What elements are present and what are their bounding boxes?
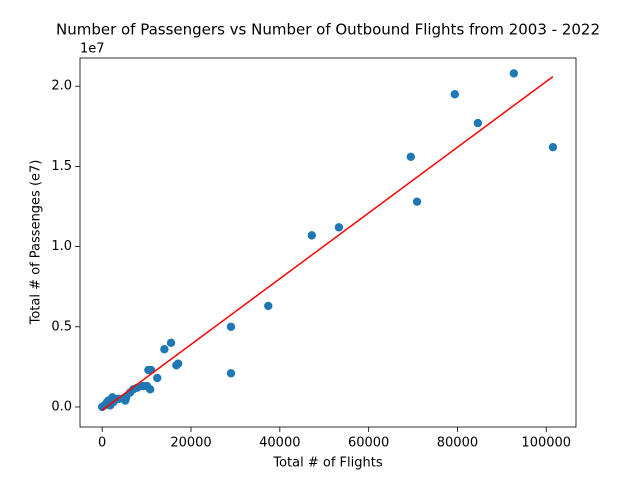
y-tick-label: 1.0 xyxy=(51,239,72,254)
point xyxy=(412,197,422,206)
y-tick-label: 1.5 xyxy=(51,159,72,174)
point xyxy=(153,373,162,383)
point xyxy=(548,142,558,152)
y-offset-label: 1e7 xyxy=(80,42,105,57)
point xyxy=(473,118,483,128)
y-tick-label: 0.0 xyxy=(51,399,72,414)
point xyxy=(450,90,459,99)
point xyxy=(172,361,181,370)
x-tick-label: 40000 xyxy=(259,436,300,451)
y-tick-label: 2.0 xyxy=(51,79,72,94)
point xyxy=(264,301,273,311)
point xyxy=(334,223,344,232)
point xyxy=(146,365,156,375)
point xyxy=(160,345,169,354)
point xyxy=(226,322,236,331)
x-tick-label: 20000 xyxy=(170,436,211,451)
x-tick-label: 0 xyxy=(98,436,106,451)
y-axis-label: Total # of Passenges (e7) xyxy=(29,160,44,326)
x-tick-label: 100000 xyxy=(521,436,571,451)
point xyxy=(406,152,416,161)
chart-title: Number of Passengers vs Number of Outbou… xyxy=(56,21,600,39)
point xyxy=(104,396,113,405)
x-axis-label: Total # of Flights xyxy=(272,456,382,471)
point xyxy=(307,231,316,240)
point xyxy=(226,369,236,378)
point xyxy=(166,338,176,348)
x-tick-label: 60000 xyxy=(348,436,389,451)
x-tick-label: 80000 xyxy=(437,436,478,451)
y-tick-label: 0.5 xyxy=(51,319,72,334)
plot-frame xyxy=(79,57,577,428)
fit-line xyxy=(101,75,554,411)
point xyxy=(509,69,519,78)
